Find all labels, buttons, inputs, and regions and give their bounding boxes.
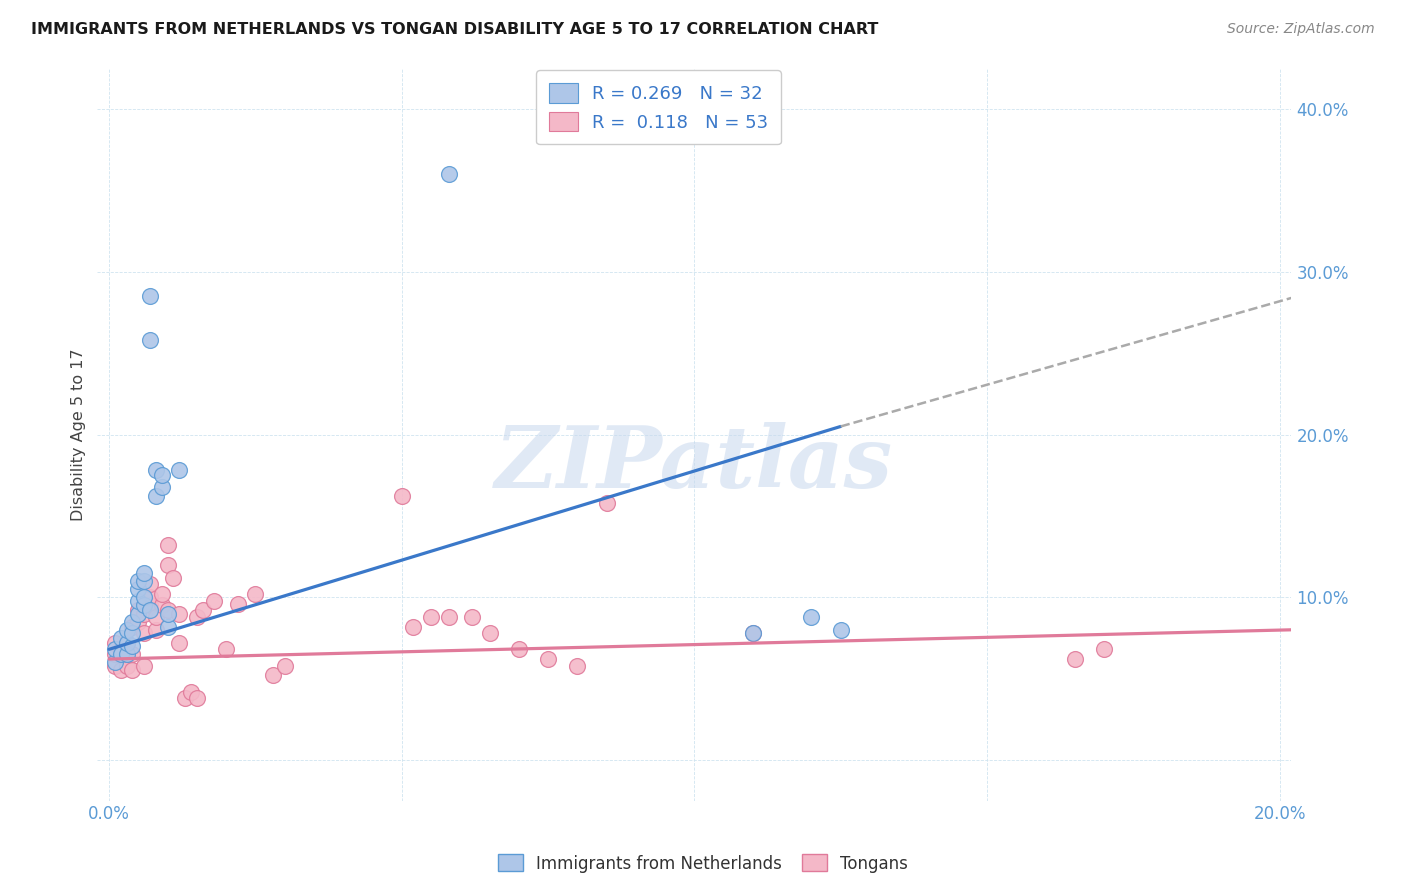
Point (156, 619, 179, 633)
Text: IMMIGRANTS FROM NETHERLANDS VS TONGAN DISABILITY AGE 5 TO 17 CORRELATION CHART: IMMIGRANTS FROM NETHERLANDS VS TONGAN DI… (31, 22, 879, 37)
Point (420, 609, 443, 624)
Point (139, 591, 162, 605)
Point (262, 668, 284, 682)
Point (215, 642, 238, 657)
Point (186, 609, 208, 624)
Point (127, 603, 149, 617)
Point (139, 599, 162, 613)
Point (1092, 642, 1115, 657)
Point (145, 489, 167, 503)
Point (567, 658, 589, 673)
Point (169, 636, 191, 650)
Point (104, 647, 127, 661)
Point (391, 489, 413, 503)
Point (110, 647, 132, 661)
Point (121, 664, 143, 678)
Point (742, 626, 765, 640)
Point (156, 558, 179, 572)
Point (162, 571, 184, 585)
Point (245, 587, 267, 601)
Point (156, 607, 179, 621)
Point (150, 468, 173, 483)
Point (104, 656, 127, 670)
Point (800, 609, 823, 624)
Point (121, 647, 143, 661)
Point (121, 626, 143, 640)
Point (134, 626, 156, 640)
Point (191, 603, 214, 617)
Point (830, 623, 852, 637)
Point (134, 591, 156, 605)
Point (127, 582, 149, 596)
Point (121, 615, 143, 629)
Point (110, 631, 132, 645)
Point (110, 642, 132, 657)
Point (180, 684, 202, 698)
Point (174, 691, 197, 706)
Text: Source: ZipAtlas.com: Source: ZipAtlas.com (1227, 22, 1375, 37)
Point (134, 574, 156, 588)
Point (1063, 652, 1085, 666)
Point (139, 289, 162, 303)
Point (134, 599, 156, 613)
Point (110, 664, 132, 678)
Point (145, 609, 167, 624)
Point (169, 463, 191, 477)
Legend: R = 0.269   N = 32, R =  0.118   N = 53: R = 0.269 N = 32, R = 0.118 N = 53 (536, 70, 780, 145)
Point (437, 167, 460, 181)
Y-axis label: Disability Age 5 to 17: Disability Age 5 to 17 (72, 348, 86, 521)
Point (104, 636, 127, 650)
Point (115, 636, 138, 650)
Point (226, 597, 249, 611)
Point (145, 623, 167, 637)
Point (139, 577, 162, 591)
Point (121, 619, 143, 633)
Point (461, 609, 484, 624)
Point (104, 642, 127, 657)
Point (127, 593, 149, 607)
Point (150, 587, 173, 601)
Point (134, 607, 156, 621)
Point (150, 599, 173, 613)
Point (204, 593, 226, 607)
Point (115, 623, 138, 637)
Point (127, 574, 149, 588)
Point (115, 647, 138, 661)
Point (115, 636, 138, 650)
Point (139, 333, 162, 347)
Point (537, 652, 560, 666)
Point (145, 463, 167, 477)
Point (273, 658, 295, 673)
Point (115, 647, 138, 661)
Point (742, 626, 765, 640)
Point (169, 607, 191, 621)
Point (402, 619, 425, 633)
Point (134, 658, 156, 673)
Point (150, 480, 173, 494)
Point (139, 603, 162, 617)
Point (595, 496, 617, 510)
Point (127, 615, 149, 629)
Point (104, 658, 127, 673)
Point (115, 658, 138, 673)
Point (156, 603, 179, 617)
Point (156, 538, 179, 552)
Point (508, 642, 530, 657)
Point (437, 609, 460, 624)
Text: ZIPatlas: ZIPatlas (495, 422, 893, 506)
Legend: Immigrants from Netherlands, Tongans: Immigrants from Netherlands, Tongans (491, 847, 915, 880)
Point (478, 626, 501, 640)
Point (127, 607, 149, 621)
Point (134, 566, 156, 580)
Point (186, 691, 208, 706)
Point (121, 639, 143, 653)
